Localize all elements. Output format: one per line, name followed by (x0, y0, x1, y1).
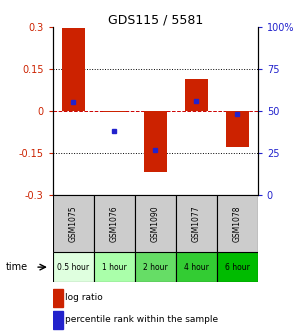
Bar (217, 252, 258, 282)
Bar (176, 252, 217, 282)
Text: 6 hour: 6 hour (225, 263, 250, 271)
Text: 0.5 hour: 0.5 hour (57, 263, 89, 271)
Bar (103, 111, 125, 112)
Bar (53, 252, 94, 282)
Text: GSM1078: GSM1078 (233, 205, 242, 242)
Bar (94, 252, 135, 282)
Bar (144, 111, 166, 172)
Text: 2 hour: 2 hour (143, 263, 168, 271)
Text: GSM1075: GSM1075 (69, 205, 78, 242)
Text: time: time (6, 262, 28, 272)
Bar (176, 195, 217, 252)
Bar (226, 111, 248, 147)
Bar (53, 289, 63, 307)
Bar (53, 311, 63, 329)
Bar (62, 28, 84, 111)
Bar (94, 195, 135, 252)
Text: 1 hour: 1 hour (102, 263, 127, 271)
Bar (135, 252, 176, 282)
Text: GSM1077: GSM1077 (192, 205, 201, 242)
Bar (53, 195, 94, 252)
Text: percentile rank within the sample: percentile rank within the sample (65, 316, 218, 325)
Bar (185, 79, 207, 111)
Text: 4 hour: 4 hour (184, 263, 209, 271)
Title: GDS115 / 5581: GDS115 / 5581 (108, 14, 203, 27)
Text: GSM1090: GSM1090 (151, 205, 160, 242)
Bar (135, 195, 176, 252)
Text: GSM1076: GSM1076 (110, 205, 119, 242)
Bar (217, 195, 258, 252)
Text: log ratio: log ratio (65, 293, 103, 302)
